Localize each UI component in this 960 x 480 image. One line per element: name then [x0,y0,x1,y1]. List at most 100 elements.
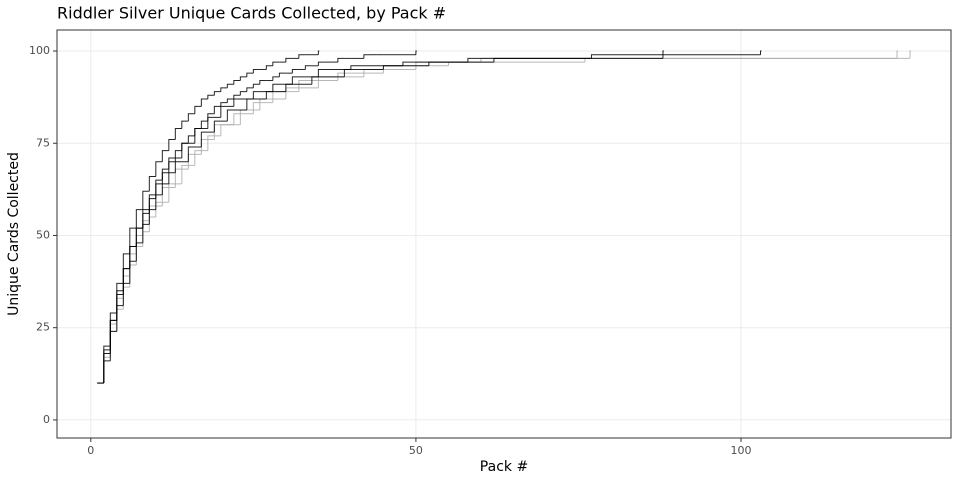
step-segment [896,50,899,59]
step-segment [194,150,208,166]
step-segment [109,330,117,361]
step-segment [337,72,384,81]
step-segment [161,183,169,195]
step-segment [363,54,371,59]
step-segment [200,98,208,107]
step-segment [200,120,208,129]
step-segment [200,131,215,147]
step-segment [194,127,202,136]
step-segment [135,227,143,247]
step-segment [168,139,176,151]
step-segment [129,260,137,284]
step-segment [207,113,215,122]
step-segment [278,72,286,77]
step-segment [343,68,384,77]
step-segment [272,61,280,66]
step-segment [174,161,189,173]
step-segment [135,209,143,229]
step-segment [226,83,234,88]
step-segment [311,76,345,85]
step-segment [116,305,124,332]
step-segment [122,282,130,306]
y-axis-title: Unique Cards Collected [6,152,22,316]
step-segment [265,65,273,70]
y-tick-label: 50 [36,228,50,241]
step-segment [187,146,202,162]
y-tick-label: 100 [29,44,50,57]
step-segment [291,76,319,85]
step-segment [265,91,286,99]
step-segment [168,161,176,173]
step-segment [168,172,176,184]
step-segment [285,83,312,92]
step-segment [662,50,664,59]
step-segment [285,57,293,63]
step-segment [161,172,169,184]
step-segment [174,150,182,162]
series [97,50,664,384]
x-tick-label: 100 [730,444,751,457]
step-segment [142,190,150,210]
step-segment [239,76,247,81]
step-segment [252,102,273,114]
step-segment [213,120,228,133]
step-segment [259,80,267,85]
y-tick-label: 75 [36,136,50,149]
step-segment [233,113,254,125]
step-segment [252,68,260,74]
step-segment [415,50,417,55]
step-segment [382,65,429,70]
step-segment [909,50,912,59]
step-segment [155,194,163,210]
step-segment [233,80,241,85]
panel-border [56,29,952,439]
step-segment [148,175,156,192]
step-segment [428,61,494,66]
step-segment [298,80,338,92]
step-segment [337,57,345,63]
step-segment [272,76,280,81]
step-segment [246,72,254,77]
step-segment [129,227,137,254]
grid [57,30,951,438]
chart-title: Riddler Silver Unique Cards Collected, b… [57,4,446,23]
step-segment [187,135,195,144]
step-segment [161,150,169,162]
step-segment [220,105,234,118]
step-segment [226,109,247,122]
step-segment [155,183,163,199]
y-tick-label: 0 [43,413,50,426]
step-segment [207,94,215,99]
step-segment [181,142,189,151]
step-segment [493,57,663,63]
step-segment [103,360,111,384]
x-tick-label: 0 [87,444,94,457]
step-segment [239,91,247,96]
step-segment [155,161,163,177]
step-segment [298,54,306,59]
step-segment [194,105,202,114]
step-segment [233,94,241,99]
panel [57,30,951,438]
step-segment [181,164,195,184]
step-segment [291,68,299,74]
step-segment [181,120,189,129]
step-segment [135,242,143,262]
step-segment [317,68,351,77]
step-segment [759,50,762,55]
step-segment [142,223,150,243]
step-segment [304,65,312,70]
y-tick-label: 25 [36,321,50,334]
step-segment [246,87,254,92]
x-tick-label: 50 [409,444,423,457]
step-segment [213,105,221,114]
step-segment [148,209,156,225]
step-segment [252,83,260,88]
x-axis-title: Pack # [480,459,528,475]
step-segment [148,198,156,214]
step-segment [174,127,182,140]
step-segment [187,113,195,122]
step-segment [207,135,221,151]
step-segment [226,98,234,103]
